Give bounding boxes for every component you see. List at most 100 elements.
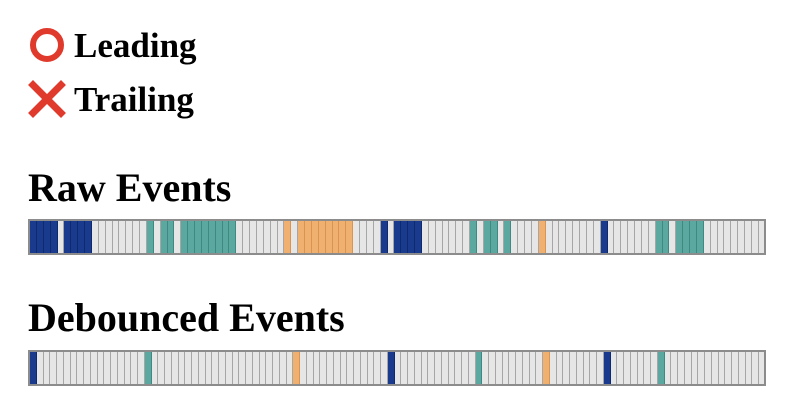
debounced-event-cell-empty (617, 352, 624, 384)
raw-event-cell-teal (167, 221, 175, 253)
debounced-event-cell-empty (50, 352, 57, 384)
debounced-event-cell-empty (509, 352, 516, 384)
debounced-event-cell-empty (732, 352, 739, 384)
debounced-event-cell-empty (455, 352, 462, 384)
debounced-event-cell-empty (448, 352, 456, 384)
raw-event-cell-empty (710, 221, 718, 253)
raw-event-cell-empty (291, 221, 299, 253)
raw-event-cell-empty (57, 221, 65, 253)
raw-event-cell-orange (298, 221, 305, 253)
debounced-event-cell-empty (529, 352, 537, 384)
raw-event-cell-empty (669, 221, 677, 253)
debounced-event-cell-empty (185, 352, 192, 384)
raw-event-cell-empty (580, 221, 587, 253)
debounced-event-cell-empty (104, 352, 111, 384)
raw-event-cell-empty (463, 221, 470, 253)
debounced-event-cell-empty (705, 352, 712, 384)
debounced-event-cell-empty (570, 352, 577, 384)
raw-event-cell-teal (676, 221, 684, 253)
raw-event-cell-empty (353, 221, 360, 253)
raw-event-cell-empty (373, 221, 381, 253)
debounced-event-cell-empty (718, 352, 726, 384)
debounced-event-cell-teal (475, 352, 483, 384)
debounced-event-cell-empty (421, 352, 429, 384)
debounced-event-cell-empty (138, 352, 145, 384)
debounced-event-cell-empty (246, 352, 253, 384)
option-leading[interactable]: Leading (28, 26, 197, 64)
debounced-event-cell-empty (90, 352, 98, 384)
debounced-event-cell-empty (192, 352, 199, 384)
debounced-event-cell-empty (43, 352, 51, 384)
debounced-event-cell-empty (171, 352, 179, 384)
debounced-event-cell-empty (576, 352, 584, 384)
debounced-event-cell-empty (556, 352, 564, 384)
raw-event-cell-teal (504, 221, 512, 253)
debounced-event-cell-empty (441, 352, 449, 384)
debounced-event-cell-empty (225, 352, 233, 384)
debounced-event-cell-empty (313, 352, 321, 384)
debounced-event-cell-empty (70, 352, 78, 384)
raw-event-cell-empty (449, 221, 457, 253)
debounced-event-cell-empty (630, 352, 638, 384)
debounced-event-cell-navy (387, 352, 395, 384)
raw-event-cell-empty (119, 221, 127, 253)
raw-event-cell-navy (30, 221, 37, 253)
raw-event-cell-navy (600, 221, 608, 253)
raw-event-cell-empty (174, 221, 182, 253)
raw-event-cell-empty (641, 221, 649, 253)
debounced-event-cell-empty (63, 352, 71, 384)
raw-event-cell-empty (745, 221, 752, 253)
debounced-event-cell-empty (77, 352, 84, 384)
debounced-event-cell-empty (637, 352, 645, 384)
debounced-event-cell-empty (286, 352, 294, 384)
debounced-event-cell-empty (300, 352, 307, 384)
raw-event-cell-empty (270, 221, 278, 253)
debounced-event-cell-empty (624, 352, 631, 384)
option-trailing-label: Trailing (74, 79, 194, 119)
debounced-event-cell-empty (563, 352, 570, 384)
raw-event-cell-empty (518, 221, 525, 253)
raw-event-cell-teal (483, 221, 491, 253)
raw-event-cell-teal (690, 221, 697, 253)
raw-event-cell-teal (229, 221, 237, 253)
debounced-event-cell-empty (347, 352, 354, 384)
raw-event-cell-teal (181, 221, 189, 253)
debounced-event-cell-empty (684, 352, 692, 384)
debounced-event-cell-empty (367, 352, 375, 384)
option-trailing[interactable]: Trailing (28, 80, 194, 118)
debounced-event-cell-empty (374, 352, 381, 384)
debounced-event-cell-empty (482, 352, 489, 384)
debounced-event-cell-empty (522, 352, 530, 384)
cross-icon (28, 80, 66, 118)
raw-event-cell-teal (490, 221, 498, 253)
debounced-event-cell-empty (124, 352, 132, 384)
debounced-event-cell-empty (252, 352, 260, 384)
raw-event-cell-teal (215, 221, 223, 253)
raw-event-cell-empty (545, 221, 553, 253)
debounced-event-cell-empty (306, 352, 314, 384)
raw-event-cell-orange (311, 221, 319, 253)
raw-event-cell-teal (201, 221, 209, 253)
raw-event-cell-empty (559, 221, 567, 253)
debounced-events-title: Debounced Events (28, 295, 345, 340)
raw-event-cell-teal (696, 221, 704, 253)
raw-event-cell-empty (614, 221, 622, 253)
debounced-event-cell-empty (151, 352, 159, 384)
raw-event-cell-empty (738, 221, 745, 253)
raw-event-cell-empty (243, 221, 250, 253)
raw-event-cell-orange (332, 221, 340, 253)
raw-event-cell-empty (387, 221, 395, 253)
debounced-event-cell-empty (698, 352, 705, 384)
raw-event-cell-empty (703, 221, 711, 253)
raw-event-cell-empty (573, 221, 580, 253)
raw-event-cell-teal (195, 221, 202, 253)
raw-event-cell-empty (724, 221, 732, 253)
debounced-event-cell-empty (360, 352, 368, 384)
debounced-event-cell-empty (671, 352, 678, 384)
debounced-event-cell-empty (583, 352, 591, 384)
debounced-event-cell-empty (759, 352, 764, 384)
option-leading-label: Leading (74, 25, 197, 65)
raw-event-cell-empty (91, 221, 99, 253)
raw-event-cell-empty (263, 221, 271, 253)
raw-event-cell-empty (552, 221, 560, 253)
